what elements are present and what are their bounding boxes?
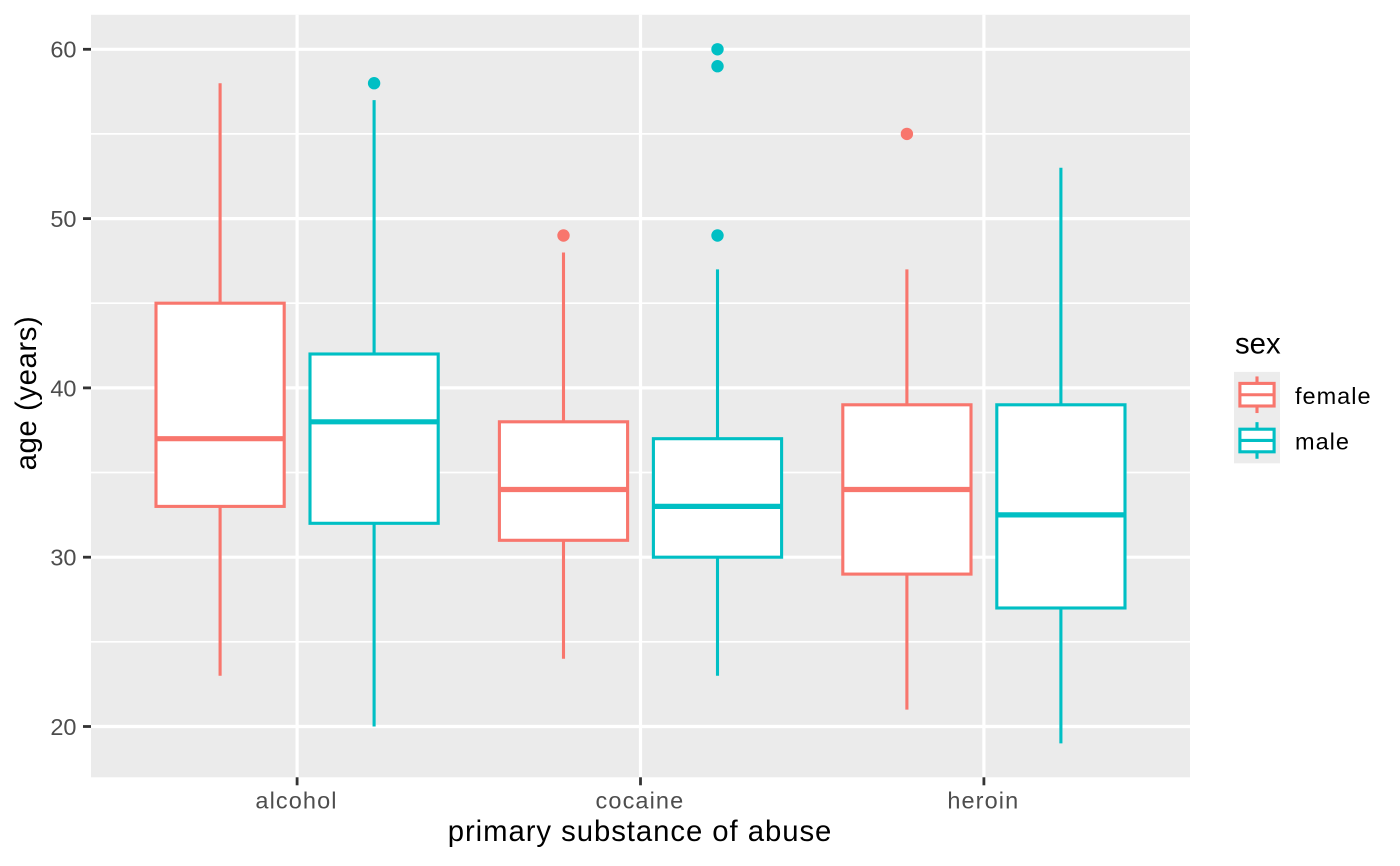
svg-text:sex: sex [1235,328,1281,361]
svg-text:40: 40 [50,375,76,401]
svg-text:20: 20 [50,714,76,740]
svg-text:male: male [1295,429,1350,455]
svg-text:female: female [1295,383,1372,409]
svg-text:age (years): age (years) [10,316,43,471]
svg-text:heroin: heroin [947,788,1019,814]
svg-text:alcohol: alcohol [255,788,337,814]
svg-text:primary substance of abuse: primary substance of abuse [448,815,833,848]
svg-text:cocaine: cocaine [596,788,685,814]
svg-text:50: 50 [50,206,76,232]
svg-text:60: 60 [50,37,76,63]
svg-text:30: 30 [50,545,76,571]
